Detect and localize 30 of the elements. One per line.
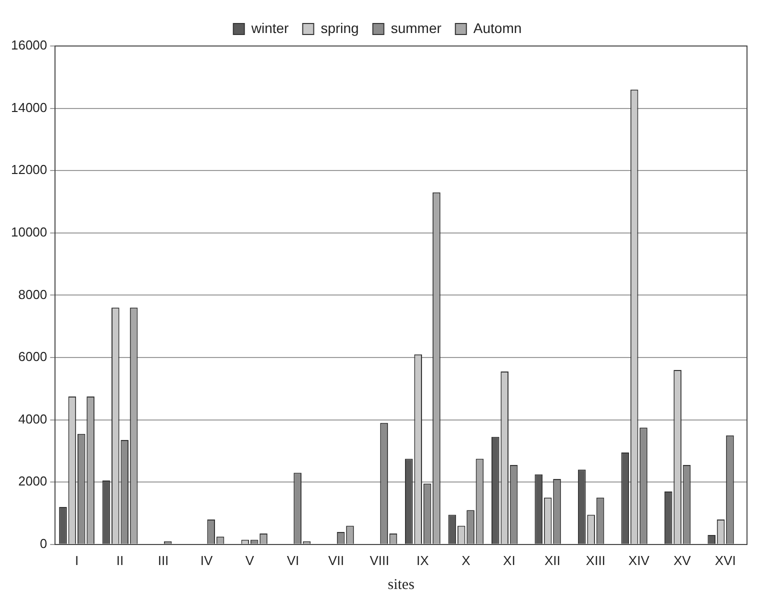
x-tick-label: XI bbox=[503, 552, 516, 568]
x-tick-label: XIII bbox=[586, 552, 606, 568]
y-tick-label: 4000 bbox=[18, 411, 48, 426]
x-tick-label: XV bbox=[673, 552, 692, 568]
x-tick-label: XIV bbox=[628, 552, 650, 568]
y-tick-label: 16000 bbox=[10, 38, 48, 53]
legend-label: summer bbox=[390, 20, 442, 36]
y-tick-label: 6000 bbox=[18, 349, 48, 364]
x-tick-label: XVI bbox=[714, 552, 736, 568]
x-tick-label: IX bbox=[416, 552, 430, 568]
y-tick-label: 14000 bbox=[10, 100, 48, 115]
x-axis-title: sites bbox=[388, 576, 415, 593]
y-tick-label: 10000 bbox=[10, 224, 48, 240]
y-tick-label: 8000 bbox=[18, 286, 48, 302]
x-tick-label: VIII bbox=[370, 552, 390, 568]
legend-label: spring bbox=[320, 20, 359, 36]
legend-label: Automn bbox=[473, 20, 522, 36]
x-tick-label: VI bbox=[286, 552, 300, 568]
x-tick-label: V bbox=[245, 552, 254, 568]
x-tick-label: VII bbox=[328, 552, 344, 568]
y-tick-label: 2000 bbox=[18, 474, 48, 489]
x-tick-label: III bbox=[158, 552, 169, 568]
y-tick-label: 0 bbox=[40, 536, 48, 551]
x-tick-label: X bbox=[462, 552, 471, 568]
legend-label: winter bbox=[250, 20, 290, 36]
y-tick-label: 12000 bbox=[10, 162, 48, 178]
x-tick-label: II bbox=[116, 552, 124, 568]
x-tick-label: XII bbox=[544, 552, 560, 568]
x-tick-label: I bbox=[74, 552, 79, 568]
x-tick-label: IV bbox=[200, 552, 213, 568]
